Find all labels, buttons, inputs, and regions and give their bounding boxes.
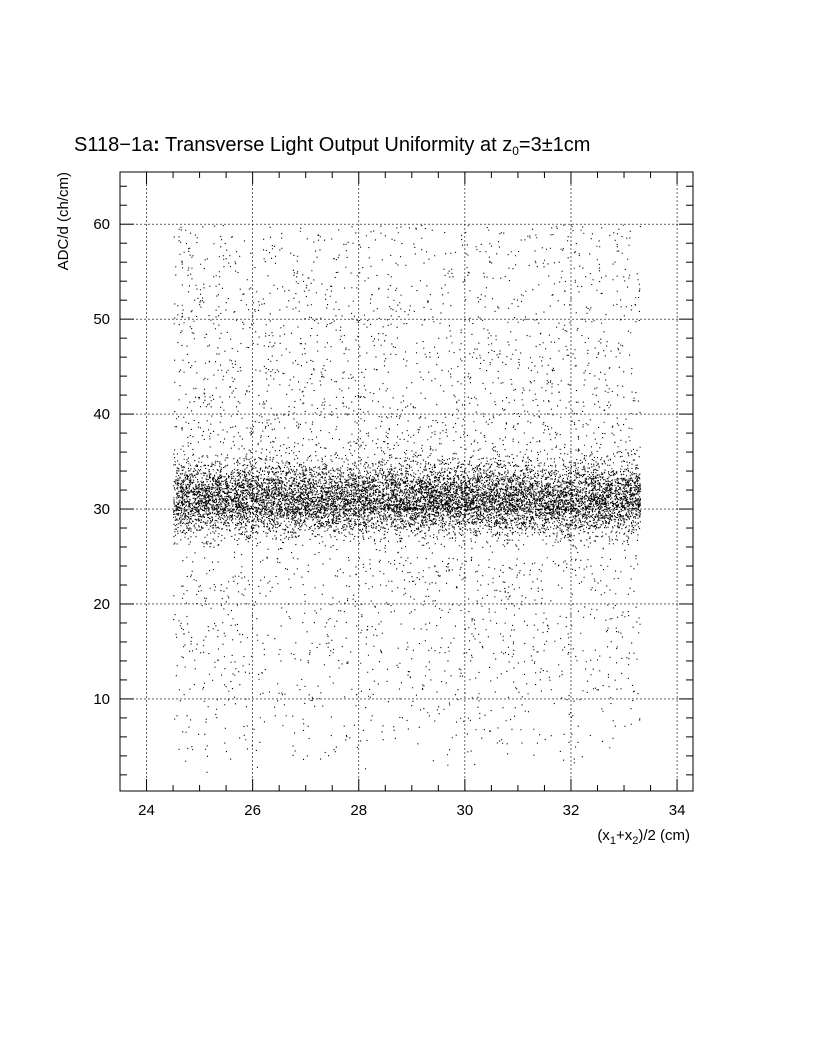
y-tick-label: 50	[93, 311, 110, 328]
y-tick-label: 60	[93, 216, 110, 233]
axis-ticks	[119, 172, 693, 791]
x-tick-label: 32	[563, 802, 580, 819]
x-tick-label: 24	[138, 802, 155, 819]
y-axis-label: ADC/d (ch/cm)	[55, 172, 72, 270]
title-main: S118−1a	[74, 134, 154, 156]
title-tail: =3±1cm	[519, 134, 591, 156]
x-tick-label: 30	[457, 802, 474, 819]
x-tick-labels: 24 26 28 30 32 34	[138, 802, 685, 819]
chart-title: S118−1a: Transverse Light Output Uniform…	[74, 134, 590, 158]
y-tick-label: 10	[93, 691, 110, 708]
y-tick-label: 30	[93, 501, 110, 518]
data-points	[173, 224, 641, 773]
scatter-points	[173, 224, 641, 773]
y-tick-label: 40	[93, 406, 110, 423]
title-rest: Transverse Light Output Uniformity at z	[160, 134, 512, 156]
title-sub: 0	[512, 144, 519, 158]
x-tick-label: 28	[350, 802, 367, 819]
title-colon: :	[153, 134, 160, 156]
plot-frame	[119, 171, 694, 792]
x-tick-label: 26	[244, 802, 261, 819]
x-tick-label: 34	[669, 802, 686, 819]
y-tick-labels: 10 20 30 40 50 60	[93, 216, 110, 708]
x-axis-label: (x1+x2)/2 (cm)	[597, 827, 690, 847]
y-tick-label: 20	[93, 596, 110, 613]
